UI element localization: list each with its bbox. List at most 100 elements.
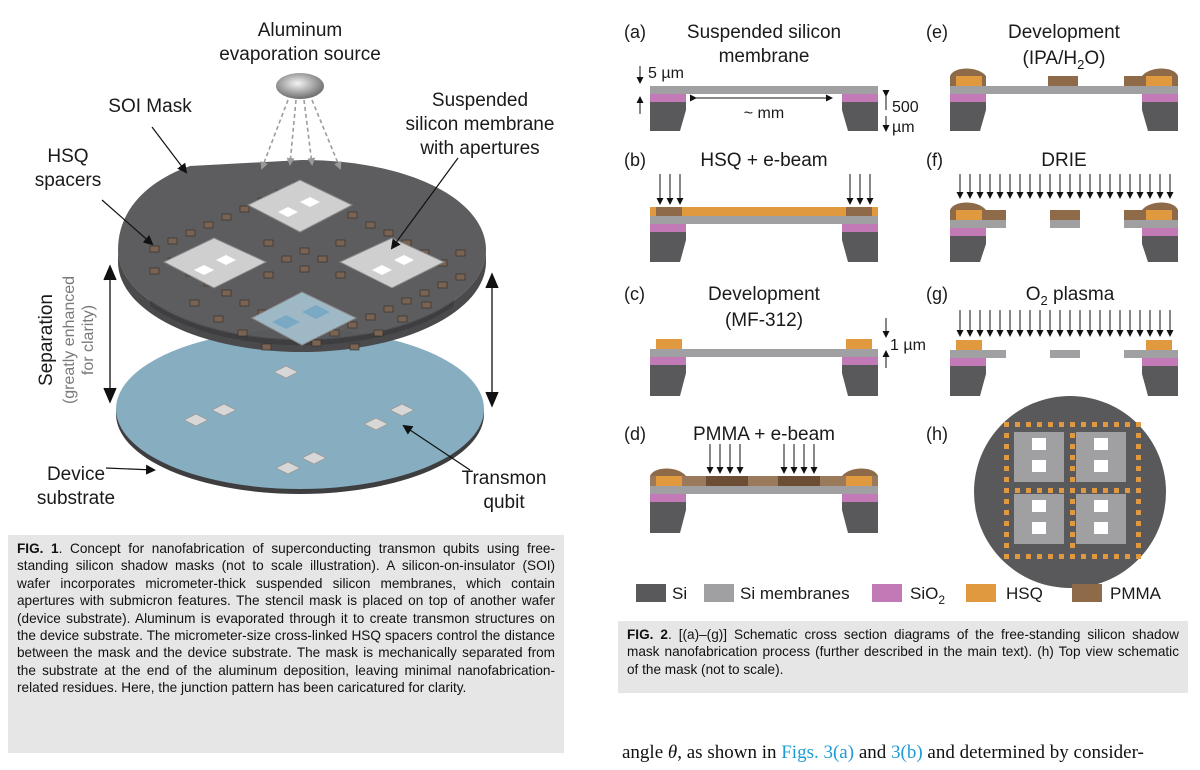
- hsq-dot: [1136, 521, 1141, 526]
- legend-label-si: Si: [672, 584, 687, 603]
- hsq-dot: [1092, 488, 1097, 493]
- hsq-dot: [1136, 532, 1141, 537]
- hsq-dot: [1070, 543, 1075, 548]
- hsq-dot: [1048, 554, 1053, 559]
- hsq-dot: [1070, 499, 1075, 504]
- hsq-dot: [1092, 422, 1097, 427]
- link-fig-3a[interactable]: Figs. 3(a): [781, 742, 855, 763]
- hsq-spacers-arrow: [101, 199, 154, 246]
- theta-symbol: θ: [667, 742, 678, 763]
- panel-g-title: O2 plasma: [1026, 284, 1115, 308]
- legend-swatch-si: [636, 584, 666, 602]
- label-source-2: evaporation source: [219, 44, 381, 65]
- figure-2-caption: FIG. 2. [(a)–(g)] Schematic cross sectio…: [618, 621, 1188, 693]
- label-source-1: Aluminum: [258, 20, 342, 41]
- figure-1-caption-label: FIG. 1: [17, 541, 59, 556]
- hsq-dot: [1081, 422, 1086, 427]
- hsq-dot: [1059, 488, 1064, 493]
- hsq-dot: [1026, 488, 1031, 493]
- hsq-dot: [1136, 554, 1141, 559]
- label-membrane-2: silicon membrane: [406, 114, 555, 135]
- hsq-dot: [1070, 466, 1075, 471]
- label-membrane-3: with apertures: [419, 138, 539, 159]
- legend-swatch-hsq: [966, 584, 996, 602]
- label-separation-note-1: (greatly enhanced: [61, 276, 78, 404]
- panel-h-letter: (h): [926, 424, 948, 444]
- hsq-dot: [1070, 422, 1075, 427]
- hsq-dot: [1125, 422, 1130, 427]
- panel-a-dim-um: µm: [892, 119, 915, 136]
- figure-1-caption: FIG. 1. Concept for nanofabrication of s…: [8, 535, 564, 753]
- hsq-dot: [1103, 488, 1108, 493]
- panel-d: (d) PMMA + e-beam: [624, 424, 878, 533]
- drie-arrows: [956, 174, 1174, 199]
- panel-e-letter: (e): [926, 22, 948, 42]
- evaporation-source: [276, 73, 324, 99]
- panel-g: (g) O2 plasma: [926, 284, 1178, 396]
- legend-label-si-membranes: Si membranes: [740, 584, 850, 603]
- label-hsq-2: spacers: [35, 170, 102, 191]
- hsq-dot: [1103, 554, 1108, 559]
- panel-a-dim-500: 500: [892, 99, 919, 116]
- device-substrate-disk: [116, 329, 484, 494]
- hsq-dot: [1015, 422, 1020, 427]
- o2-plasma-arrows: [956, 310, 1174, 337]
- legend: Si Si membranes SiO2 HSQ PMMA: [636, 584, 1162, 607]
- separation-arrow-left: [103, 264, 117, 404]
- soi-mask-arrow: [151, 126, 188, 174]
- hsq-dot: [1136, 510, 1141, 515]
- hsq-dot: [1070, 444, 1075, 449]
- panel-c-dim-1um: 1 µm: [890, 337, 926, 354]
- substrate-transmon-qubits: [183, 365, 415, 475]
- hsq-dot: [1070, 521, 1075, 526]
- panel-a-letter: (a): [624, 22, 646, 42]
- hsq-dot: [1103, 422, 1108, 427]
- hsq-dot: [1037, 422, 1042, 427]
- label-separation: Separation: [36, 294, 57, 386]
- panel-g-letter: (g): [926, 284, 948, 304]
- hsq-dot: [1136, 488, 1141, 493]
- hsq-dot: [1004, 466, 1009, 471]
- label-separation-note-2: for clarity): [80, 305, 97, 375]
- hsq-dot: [1004, 477, 1009, 482]
- hsq-dot: [1048, 488, 1053, 493]
- hsq-dot: [1048, 422, 1053, 427]
- hsq-dot: [1015, 554, 1020, 559]
- body-text-line: angle θ, as shown in Figs. 3(a) and 3(b)…: [622, 742, 1144, 763]
- hsq-dot: [1070, 554, 1075, 559]
- hsq-dot: [1070, 455, 1075, 460]
- panel-b: (b) HSQ + e-beam: [624, 150, 878, 262]
- panel-c-letter: (c): [624, 284, 645, 304]
- hsq-dot: [1136, 422, 1141, 427]
- hsq-dot: [1004, 444, 1009, 449]
- hsq-dot: [1004, 521, 1009, 526]
- hsq-dot: [1059, 554, 1064, 559]
- hsq-dot: [1092, 554, 1097, 559]
- hsq-dot: [1004, 455, 1009, 460]
- hsq-dot: [1136, 477, 1141, 482]
- label-hsq-1: HSQ: [47, 146, 88, 167]
- panel-f-letter: (f): [926, 150, 943, 170]
- hsq-dot: [1136, 455, 1141, 460]
- hsq-dot: [1004, 543, 1009, 548]
- hsq-dot: [1136, 433, 1141, 438]
- panel-b-letter: (b): [624, 150, 646, 170]
- panel-a-title-2: membrane: [719, 46, 810, 67]
- panel-a-dim-mm: ~ mm: [744, 105, 784, 122]
- label-transmon-2: qubit: [483, 492, 525, 513]
- mask-membranes: [162, 179, 446, 346]
- hsq-dot: [1136, 543, 1141, 548]
- hsq-dot: [1070, 433, 1075, 438]
- panel-a-dim-5um: 5 µm: [648, 65, 684, 82]
- panel-c: (c) Development (MF-312) 1 µm: [624, 284, 926, 396]
- panel-c-title-1: Development: [708, 284, 821, 305]
- legend-swatch-pmma: [1072, 584, 1102, 602]
- panel-a: (a) Suspended silicon membrane ~ mm 5 µm…: [624, 22, 919, 136]
- label-device-2: substrate: [37, 488, 115, 509]
- legend-label-sio2: SiO2: [910, 584, 945, 607]
- device-substrate-arrow: [105, 464, 156, 475]
- hsq-dot: [1070, 532, 1075, 537]
- hsq-dot: [1114, 488, 1119, 493]
- link-fig-3b[interactable]: 3(b): [891, 742, 923, 763]
- hsq-dot: [1004, 532, 1009, 537]
